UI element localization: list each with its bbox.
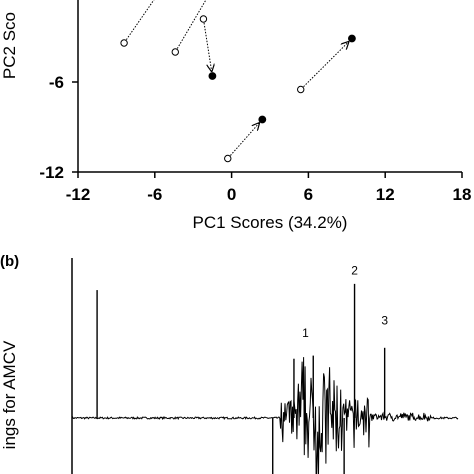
filled-marker xyxy=(258,115,267,124)
open-marker xyxy=(199,15,208,23)
open-marker xyxy=(171,48,179,56)
open-marker xyxy=(224,154,232,163)
peak-labels: 1 2 3 xyxy=(302,263,388,339)
loadings-spikes xyxy=(96,283,386,474)
x-tick-label: -6 xyxy=(147,185,162,204)
open-marker xyxy=(297,85,305,94)
panel-label-b: (b) xyxy=(0,253,19,270)
x-tick-label: 18 xyxy=(453,185,472,204)
y-ticks: -6 -12 xyxy=(39,73,78,182)
score-pairs xyxy=(120,0,356,163)
x-tick-label: 0 xyxy=(227,185,236,204)
filled-marker xyxy=(348,34,356,43)
scatter-panel: -12 -6 0 6 12 18 -6 -12 PC1 Scores (34.2%) PC2… xyxy=(0,0,471,232)
score-arrow xyxy=(230,123,259,156)
peak-label: 1 xyxy=(302,326,309,340)
y-tick-label: -12 xyxy=(39,163,64,182)
x-ticks: -12 -6 0 6 12 18 xyxy=(66,172,472,204)
y-tick-label: -6 xyxy=(49,73,64,92)
loadings-panel: (b) ings for AMCV 1 2 3 xyxy=(0,253,459,474)
loadings-y-axis-title: ings for AMCV xyxy=(0,340,19,449)
score-arrow xyxy=(125,0,155,40)
x-tick-label: -12 xyxy=(66,185,91,204)
x-tick-label: 6 xyxy=(304,185,313,204)
open-marker xyxy=(120,39,128,47)
peak-label: 2 xyxy=(351,263,358,277)
x-tick-label: 12 xyxy=(376,185,395,204)
score-arrow xyxy=(303,42,349,88)
x-axis-title: PC1 Scores (34.2%) xyxy=(193,213,348,232)
peak-label: 3 xyxy=(381,313,388,327)
loadings-spectrum-line xyxy=(71,357,459,474)
y-axis-title: PC2 Sco xyxy=(0,12,19,79)
filled-marker xyxy=(208,72,217,80)
score-arrow xyxy=(203,22,212,71)
